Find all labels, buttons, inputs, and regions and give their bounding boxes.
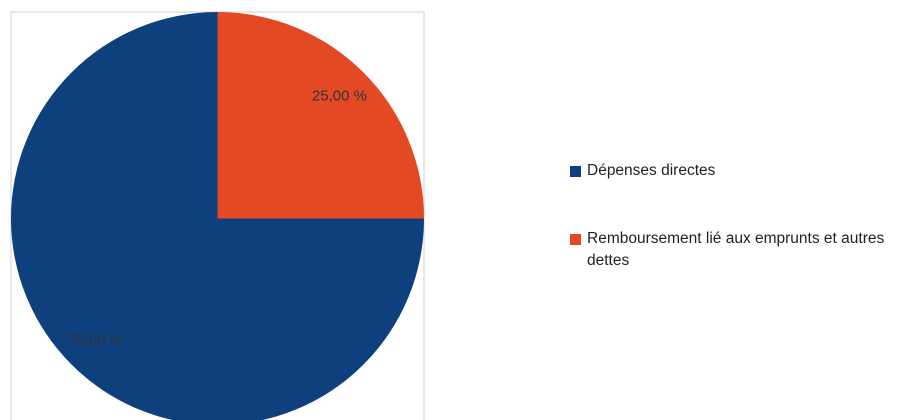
- legend-entry: Remboursement lié aux emprunts et autres…: [570, 230, 899, 272]
- data-label: 75,00 %: [68, 331, 123, 348]
- pie-slice: [11, 12, 424, 420]
- data-label: 25,00 %: [312, 88, 367, 105]
- legend-entry: Dépenses directes: [570, 162, 715, 182]
- legend-label: Dépenses directes: [587, 162, 716, 179]
- legend-swatch: [570, 166, 581, 177]
- legend-label: Remboursement lié aux emprunts et autres…: [587, 230, 885, 269]
- pie-slice: [217, 12, 424, 219]
- legend-swatch: [570, 234, 581, 245]
